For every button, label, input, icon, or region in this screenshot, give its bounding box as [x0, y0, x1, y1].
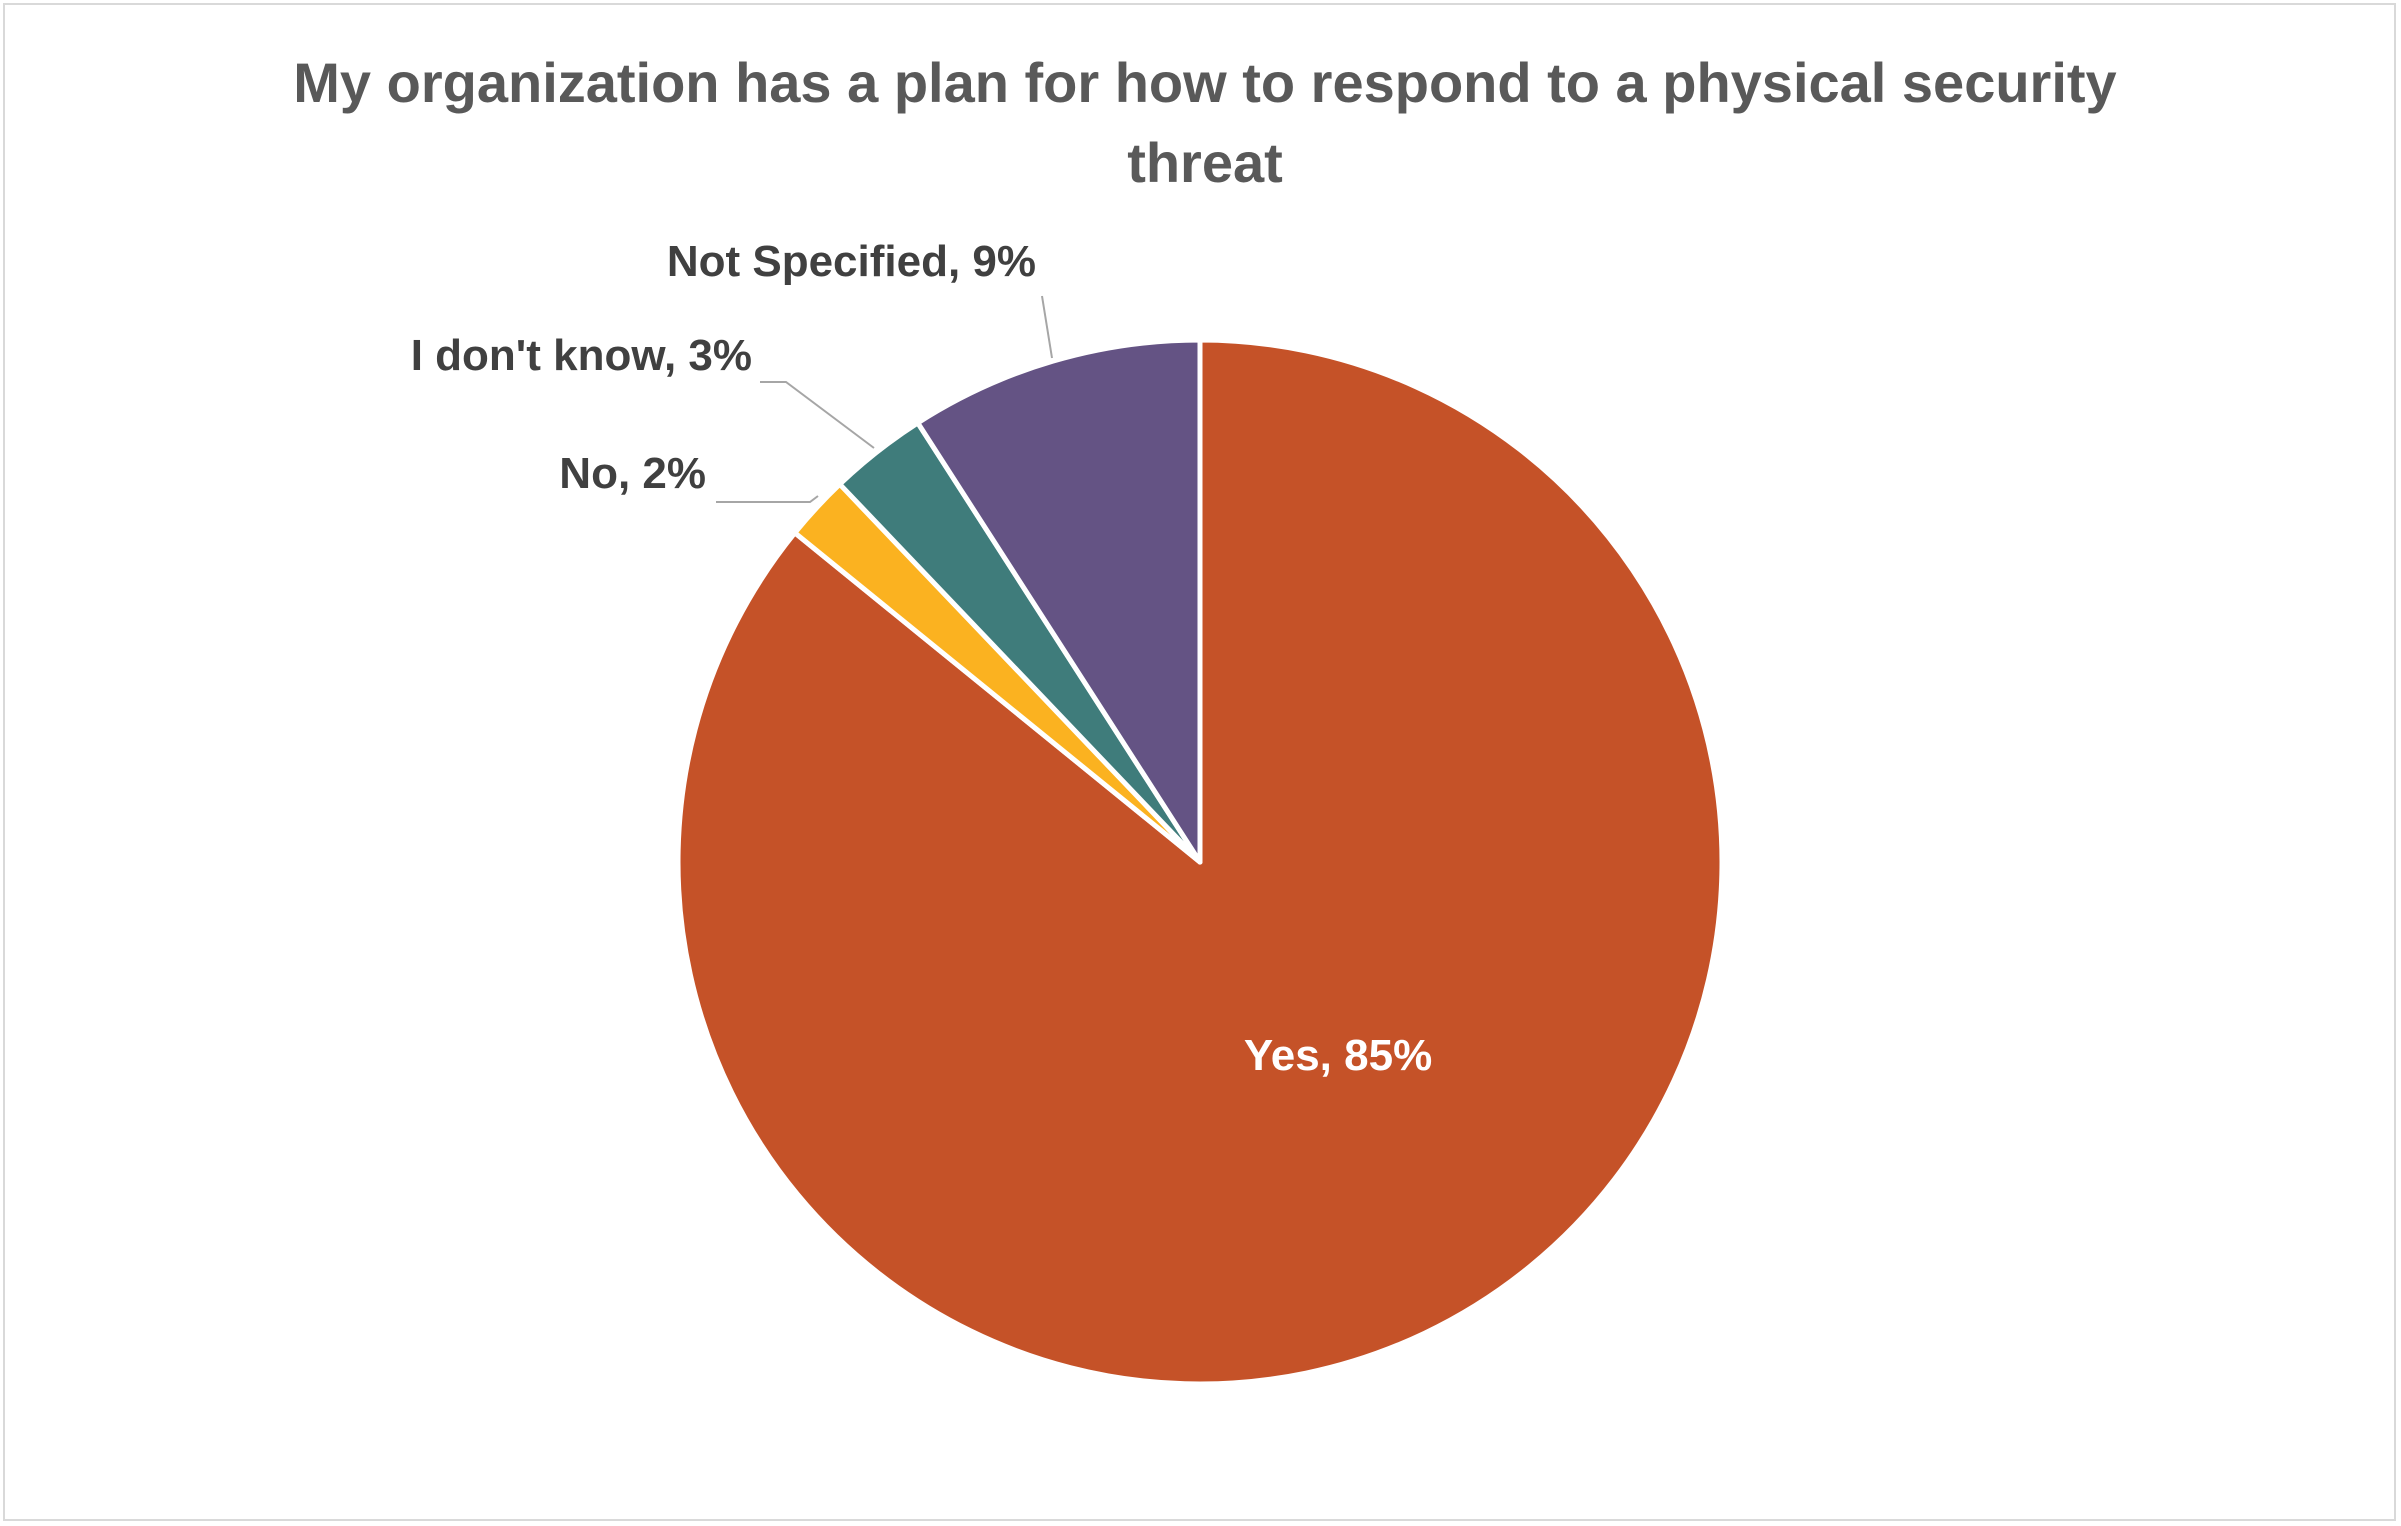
leader-line-no	[716, 495, 819, 503]
leader-line-i-don-t-know	[760, 381, 875, 449]
data-label-yes: Yes, 85%	[1244, 1031, 1432, 1080]
data-label-i-don-t-know: I don't know, 3%	[411, 331, 752, 380]
data-label-not-specified: Not Specified, 9%	[667, 237, 1036, 286]
chart-title: My organization has a plan for how to re…	[293, 51, 2117, 194]
data-label-no: No, 2%	[559, 449, 706, 498]
leader-line-not-specified	[1041, 295, 1053, 359]
pie-slice-not-specified	[915, 337, 1203, 865]
